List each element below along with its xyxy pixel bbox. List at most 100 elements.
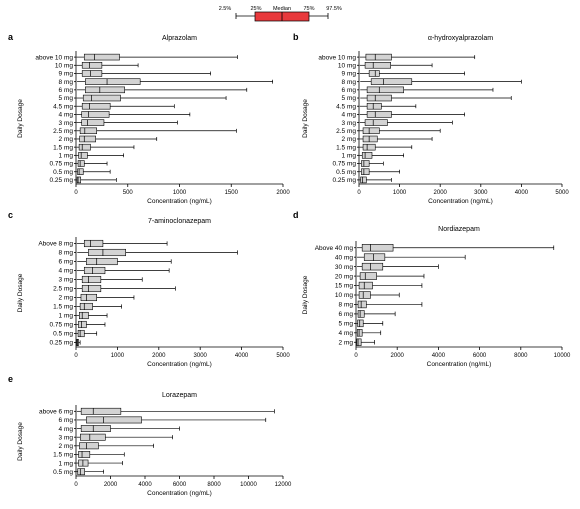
box-plot-row <box>356 291 400 299</box>
category-label: 0.5 mg <box>53 469 73 476</box>
iqr-box <box>370 78 413 85</box>
category-label: 1 mg <box>59 313 74 320</box>
iqr-box <box>358 291 371 299</box>
x-axis-title: Concentration (ng/mL) <box>147 490 212 497</box>
category-label: 3 mg <box>59 434 74 441</box>
x-tick-label: 1500 <box>225 190 239 196</box>
iqr-box <box>85 86 125 94</box>
box-plot-row <box>77 86 248 94</box>
box-plot-row <box>76 152 124 159</box>
iqr-box <box>362 135 378 143</box>
y-axis-title: Daily Dosage <box>17 99 24 138</box>
x-tick-label: 1000 <box>393 190 407 196</box>
box-plot-row <box>76 135 158 143</box>
box-plot-row <box>76 160 108 167</box>
box-plot-row <box>76 407 275 415</box>
x-tick-label: 2000 <box>391 353 405 359</box>
iqr-box <box>81 119 105 126</box>
x-axis-title: Concentration (ng/mL) <box>147 198 212 205</box>
category-label: 10 mg <box>55 62 73 69</box>
category-label: Above 8 mg <box>38 241 73 248</box>
box-plot-row <box>76 433 173 441</box>
box-plot-row <box>359 111 465 118</box>
iqr-box <box>358 281 373 290</box>
x-tick-label: 4000 <box>515 190 529 196</box>
legend: 2.5% 25% Median 75% 97.5% <box>219 6 342 22</box>
category-label: 0.75 mg <box>50 161 74 168</box>
box-plot-row <box>359 135 433 143</box>
chart-title: α-hydroxyalprazolam <box>428 35 493 42</box>
legend-label-p97_5: 97.5% <box>326 6 342 12</box>
x-axis-title: Concentration (ng/mL) <box>428 198 493 205</box>
box-plot-row <box>359 168 400 175</box>
box-plot-row <box>76 416 267 424</box>
iqr-box <box>82 94 121 102</box>
x-tick-label: 3000 <box>474 190 488 196</box>
category-label: 4 mg <box>59 268 74 275</box>
x-tick-label: 500 <box>123 190 134 196</box>
box-plot-row <box>359 152 405 159</box>
box-plot-row <box>76 53 238 61</box>
iqr-box <box>86 416 142 424</box>
box-plot-row <box>357 253 466 261</box>
box-plot-row <box>76 468 104 476</box>
x-tick-label: 2000 <box>276 190 290 196</box>
iqr-box <box>368 70 380 77</box>
iqr-box <box>78 459 89 467</box>
panel-c: c 7-aminoclonazepam Daily Dosage 0 1000 2000 3… <box>8 210 290 368</box>
category-label: 6 mg <box>339 311 354 318</box>
box-plot-row <box>76 127 237 135</box>
iqr-box <box>81 111 110 118</box>
category-label: 10 mg <box>338 62 356 69</box>
iqr-box <box>86 257 118 266</box>
category-label: 40 mg <box>335 254 353 261</box>
category-label: 2 mg <box>59 136 74 143</box>
iqr-box <box>81 70 103 77</box>
iqr-box <box>361 244 394 252</box>
iqr-box <box>361 262 384 271</box>
iqr-box <box>365 53 392 61</box>
category-label: 2.5 mg <box>53 286 73 293</box>
iqr-box <box>366 94 392 102</box>
box-plot-row <box>359 70 465 77</box>
iqr-box <box>79 127 97 135</box>
iqr-box <box>85 78 141 85</box>
x-tick-label: 3000 <box>194 353 208 359</box>
category-label: Above 40 mg <box>315 245 354 252</box>
iqr-box <box>78 152 88 159</box>
iqr-box <box>78 143 91 151</box>
iqr-box <box>80 407 122 415</box>
x-tick-label: 1000 <box>173 190 187 196</box>
chart-title: Lorazepam <box>162 392 197 399</box>
category-label: 0.25 mg <box>333 177 357 184</box>
x-tick-label: 8000 <box>514 353 528 359</box>
x-tick-label: 4000 <box>432 353 446 359</box>
box-plot-row <box>76 94 227 102</box>
x-tick-label: 2000 <box>434 190 448 196</box>
category-label: 1.5 mg <box>53 452 73 459</box>
category-label: 3 mg <box>342 120 357 127</box>
category-label: 0.25 mg <box>50 340 74 347</box>
x-tick-label: 0 <box>74 190 78 196</box>
category-label: 2.5 mg <box>53 128 73 135</box>
iqr-box <box>81 62 103 69</box>
chart-title: Nordiazepam <box>438 226 480 233</box>
iqr-box <box>357 319 364 328</box>
panel-letter: c <box>8 210 13 220</box>
category-label: 0.5 mg <box>53 169 73 176</box>
category-label: 30 mg <box>335 264 353 271</box>
category-label: 0.5 mg <box>336 169 356 176</box>
box-plot-row <box>359 62 433 69</box>
category-label: 6 mg <box>342 87 357 94</box>
box-plot-row <box>76 143 135 151</box>
box-plot-row <box>359 53 476 61</box>
box-plot-row <box>76 266 170 275</box>
category-label: 2.5 mg <box>336 128 356 135</box>
category-label: 8 mg <box>339 302 354 309</box>
iqr-box <box>79 311 89 320</box>
box-plot-row <box>76 168 111 175</box>
category-label: 4.5 mg <box>336 103 356 110</box>
iqr-box <box>360 176 367 184</box>
category-label: 5 mg <box>339 321 354 328</box>
iqr-box <box>88 248 126 257</box>
